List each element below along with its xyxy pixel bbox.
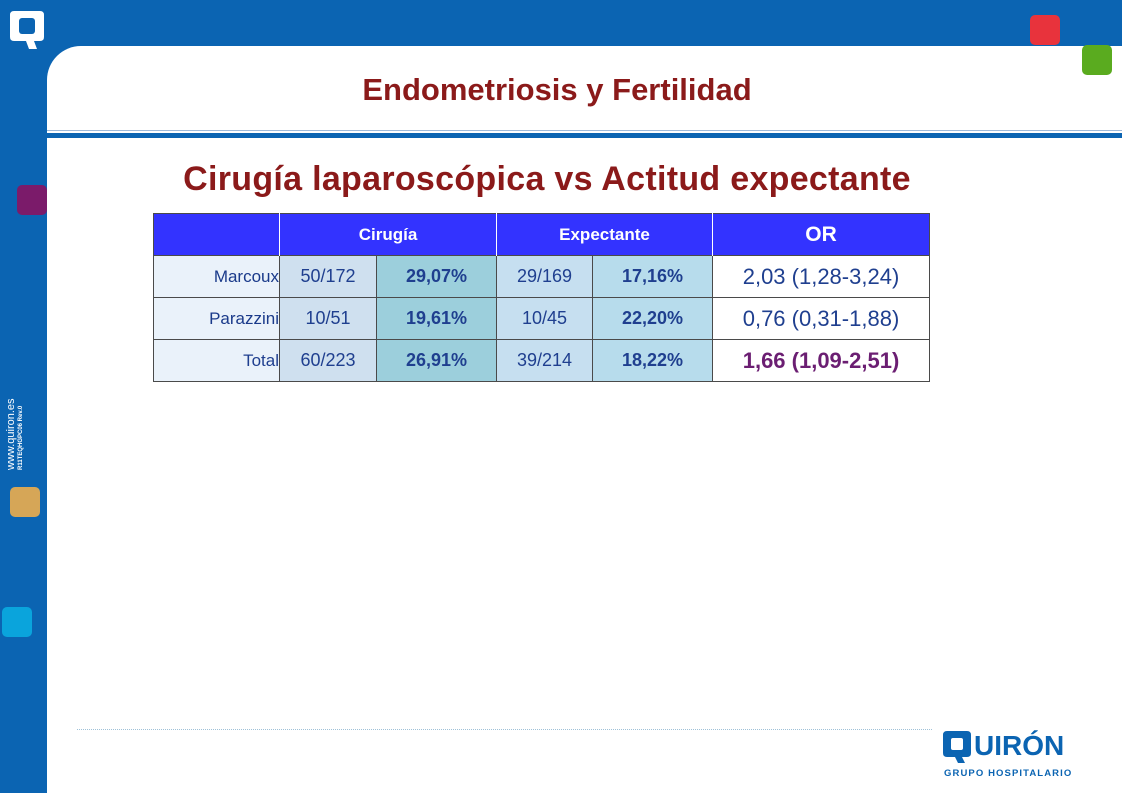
quiron-q-icon <box>10 11 44 49</box>
header-expectante: Expectante <box>496 213 713 256</box>
brand-logo: UIRÓN GRUPO HOSPITALARIO <box>942 730 1071 782</box>
odds-ratio: 2,03 (1,28-3,24) <box>712 255 930 298</box>
expectante-fraction: 10/45 <box>496 297 593 340</box>
results-table: Cirugía Expectante OR Marcoux 50/172 29,… <box>153 213 930 382</box>
table-row-total: Total 60/223 26,91% 39/214 18,22% 1,66 (… <box>153 339 930 382</box>
footer-divider <box>77 729 932 730</box>
decor-square-red <box>1030 15 1060 45</box>
website-url: www.quiron.es <box>5 398 17 470</box>
decor-square-purple <box>17 185 47 215</box>
header-rule-thin <box>47 130 1122 131</box>
page-title: Endometriosis y Fertilidad <box>362 72 752 107</box>
table-row: Marcoux 50/172 29,07% 29/169 17,16% 2,03… <box>153 255 930 298</box>
top-frame-bar <box>0 0 1122 46</box>
expectante-percent: 22,20% <box>592 297 713 340</box>
document-code: R11TEQHGPC06 Rev.0 <box>18 405 24 470</box>
cirugia-fraction: 50/172 <box>279 255 377 298</box>
left-frame-bar <box>0 0 47 793</box>
odds-ratio-total: 1,66 (1,09-2,51) <box>712 339 930 382</box>
expectante-fraction: 39/214 <box>496 339 593 382</box>
cirugia-percent: 26,91% <box>376 339 497 382</box>
expectante-fraction: 29/169 <box>496 255 593 298</box>
expectante-percent: 17,16% <box>592 255 713 298</box>
brand-name: UIRÓN <box>974 730 1065 761</box>
sidebar-vertical-text: www.quiron.es R11TEQHGPC06 Rev.0 <box>5 398 24 470</box>
cirugia-fraction: 60/223 <box>279 339 377 382</box>
header-rule <box>47 133 1122 138</box>
study-name: Parazzini <box>153 297 280 340</box>
table-header-row: Cirugía Expectante OR <box>153 213 930 256</box>
expectante-percent: 18,22% <box>592 339 713 382</box>
decor-square-green <box>1082 45 1112 75</box>
cirugia-percent: 19,61% <box>376 297 497 340</box>
odds-ratio: 0,76 (0,31-1,88) <box>712 297 930 340</box>
decor-square-cyan <box>2 607 32 637</box>
frame-corner-curve <box>47 46 107 106</box>
header-cirugia: Cirugía <box>279 213 497 256</box>
table-row: Parazzini 10/51 19,61% 10/45 22,20% 0,76… <box>153 297 930 340</box>
header-corner <box>153 213 280 256</box>
cirugia-fraction: 10/51 <box>279 297 377 340</box>
brand-subtitle: GRUPO HOSPITALARIO <box>944 768 1073 779</box>
header-or: OR <box>712 213 930 256</box>
slide-subtitle: Cirugía laparoscópica vs Actitud expecta… <box>183 160 911 198</box>
study-name: Marcoux <box>153 255 280 298</box>
quiron-q-icon <box>943 731 971 763</box>
cirugia-percent: 29,07% <box>376 255 497 298</box>
decor-square-gold <box>10 487 40 517</box>
study-name: Total <box>153 339 280 382</box>
